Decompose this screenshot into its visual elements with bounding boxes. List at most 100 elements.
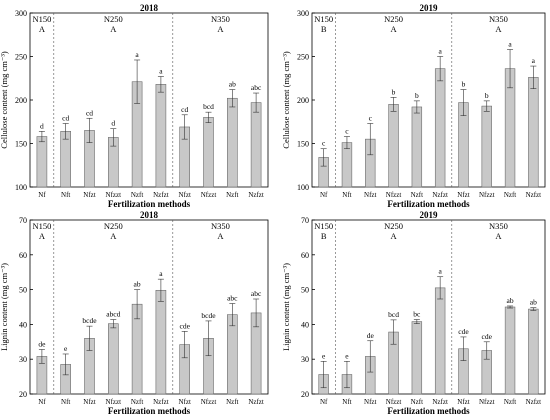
bar <box>227 97 238 188</box>
bar <box>155 289 167 395</box>
significance-letter: ab <box>507 296 514 305</box>
x-axis-label: Fertilization methods <box>387 199 470 209</box>
group-label: N250 <box>384 221 403 231</box>
x-tick-label: Nf <box>38 191 46 199</box>
bar <box>388 104 399 188</box>
x-tick-label: Nfzzt <box>106 191 122 199</box>
y-tick-label: 40 <box>19 320 27 329</box>
x-tick-label: Nzft <box>411 398 423 406</box>
x-tick-label: Nzft <box>504 191 516 199</box>
x-tick-label: Nzft <box>226 398 238 406</box>
significance-letter: abc <box>227 294 238 303</box>
x-tick-label: Nzfzt <box>432 191 448 199</box>
group-label: N250 <box>104 221 123 231</box>
y-tick-label: 250 <box>297 53 309 62</box>
significance-letter: d <box>111 119 115 128</box>
x-tick-label: Nfzt <box>83 191 95 199</box>
x-tick-label: Nzfzt <box>526 191 542 199</box>
significance-letter: cd <box>181 105 188 114</box>
y-tick-label: 60 <box>301 251 309 260</box>
significance-letter: a <box>508 40 512 49</box>
y-tick-label: 30 <box>301 355 309 364</box>
bar <box>203 117 214 188</box>
x-tick-label: Nzft <box>131 191 143 199</box>
x-tick-label: Nfzzt <box>386 398 402 406</box>
significance-letter: cd <box>62 113 69 122</box>
x-tick-label: Nft <box>61 191 70 199</box>
group-label: N150 <box>32 221 51 231</box>
y-axis-label: Lignin content (mg cm⁻³) <box>0 263 9 351</box>
significance-letter: bcde <box>201 311 216 320</box>
y-axis-label: Lignin content (mg cm⁻³) <box>281 263 291 351</box>
plot-frame <box>311 219 546 395</box>
x-tick-label: Nfzzt <box>201 398 217 406</box>
y-tick-label: 300 <box>15 9 27 18</box>
group-label: N350 <box>211 221 230 231</box>
group-letter: A <box>495 24 502 34</box>
x-tick-label: Nzft <box>226 191 238 199</box>
significance-letter: bcde <box>82 316 97 325</box>
chart-panel-1: 2018 100 150 200 250 300 Cellulose content (mg… <box>0 3 269 209</box>
group-label: N350 <box>489 14 508 24</box>
significance-letter: a <box>159 67 163 76</box>
group-letter: A <box>217 231 224 241</box>
bar <box>227 314 238 395</box>
significance-letter: e <box>322 351 326 360</box>
significance-letter: a <box>159 269 163 278</box>
significance-letter: ab <box>134 280 141 289</box>
significance-letter: c <box>322 139 326 148</box>
y-tick-label: 20 <box>301 390 309 399</box>
significance-letter: bcd <box>388 310 399 319</box>
significance-letter: ab <box>229 80 236 89</box>
group-label: N350 <box>211 14 230 24</box>
x-tick-label: Nzfzt <box>432 398 448 406</box>
x-tick-label: Nfzzt <box>106 398 122 406</box>
bar <box>528 77 539 188</box>
x-tick-label: Nfzzt <box>479 398 495 406</box>
group-letter: A <box>495 231 502 241</box>
significance-letter: b <box>485 91 489 100</box>
bar <box>36 136 48 188</box>
bar <box>60 131 71 188</box>
x-tick-label: Nf <box>38 398 46 406</box>
x-tick-label: Nfzzt <box>201 191 217 199</box>
significance-letter: cde <box>482 332 493 341</box>
bar <box>504 306 516 395</box>
significance-letter: de <box>367 331 375 340</box>
x-tick-label: Nzft <box>411 191 423 199</box>
group-label: N150 <box>314 221 333 231</box>
group-label: N150 <box>314 14 333 24</box>
x-tick-label: Nfzzt <box>479 191 495 199</box>
group-letter: B <box>321 24 327 34</box>
y-axis-label: Cellulose content (mg cm⁻³) <box>0 51 9 149</box>
x-axis-label: Fertilization methods <box>387 406 470 416</box>
chart-title: 2018 <box>140 3 159 13</box>
significance-letter: cd <box>86 108 93 117</box>
y-tick-label: 50 <box>301 286 309 295</box>
chart-title: 2019 <box>420 210 439 220</box>
y-tick-label: 70 <box>19 216 27 225</box>
significance-letter: a <box>438 47 442 56</box>
x-tick-label: Nft <box>61 398 70 406</box>
chart-panel-3: 2018 20 30 40 50 60 70 Lignin content (mg cm⁻³)… <box>0 210 269 416</box>
y-tick-label: 30 <box>19 355 27 364</box>
chart-title: 2019 <box>420 3 439 13</box>
y-tick-label: 100 <box>297 183 309 192</box>
y-tick-label: 150 <box>297 140 309 149</box>
x-tick-label: Nzfzt <box>153 398 169 406</box>
x-tick-label: Nfzt <box>83 398 95 406</box>
x-axis-label: Fertilization methods <box>108 406 191 416</box>
x-axis-label: Fertilization methods <box>108 199 191 209</box>
x-tick-label: Nzfzt <box>248 398 264 406</box>
significance-letter: e <box>64 344 68 353</box>
significance-letter: bcd <box>203 102 214 111</box>
bar <box>411 321 423 395</box>
y-tick-label: 150 <box>15 140 27 149</box>
chart-panel-4: 2019 20 30 40 50 60 70 Lignin content (mg cm⁻³)… <box>281 210 546 416</box>
group-label: N250 <box>104 14 123 24</box>
group-letter: A <box>390 24 397 34</box>
bar <box>155 84 167 188</box>
significance-letter: abc <box>251 289 262 298</box>
y-tick-label: 60 <box>19 251 27 260</box>
